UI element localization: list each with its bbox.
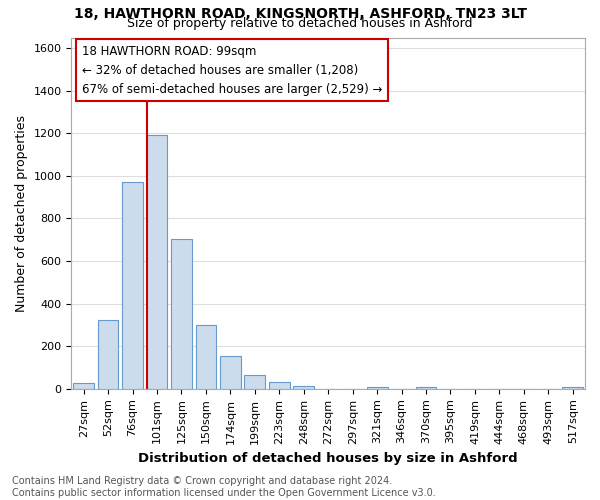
Text: Size of property relative to detached houses in Ashford: Size of property relative to detached ho…	[127, 18, 473, 30]
Bar	[122, 182, 143, 389]
Bar	[171, 238, 192, 389]
Bar	[416, 386, 436, 389]
Bar	[73, 384, 94, 389]
Bar	[367, 386, 388, 389]
Bar	[293, 386, 314, 389]
Y-axis label: Number of detached properties: Number of detached properties	[15, 114, 28, 312]
Text: 18, HAWTHORN ROAD, KINGSNORTH, ASHFORD, TN23 3LT: 18, HAWTHORN ROAD, KINGSNORTH, ASHFORD, …	[74, 8, 527, 22]
Text: Contains HM Land Registry data © Crown copyright and database right 2024.
Contai: Contains HM Land Registry data © Crown c…	[12, 476, 436, 498]
X-axis label: Distribution of detached houses by size in Ashford: Distribution of detached houses by size …	[139, 452, 518, 465]
Text: 18 HAWTHORN ROAD: 99sqm
← 32% of detached houses are smaller (1,208)
67% of semi: 18 HAWTHORN ROAD: 99sqm ← 32% of detache…	[82, 44, 382, 96]
Bar	[269, 382, 290, 389]
Bar	[562, 386, 583, 389]
Bar	[146, 136, 167, 389]
Bar	[196, 325, 217, 389]
Bar	[220, 356, 241, 389]
Bar	[244, 375, 265, 389]
Bar	[98, 320, 118, 389]
